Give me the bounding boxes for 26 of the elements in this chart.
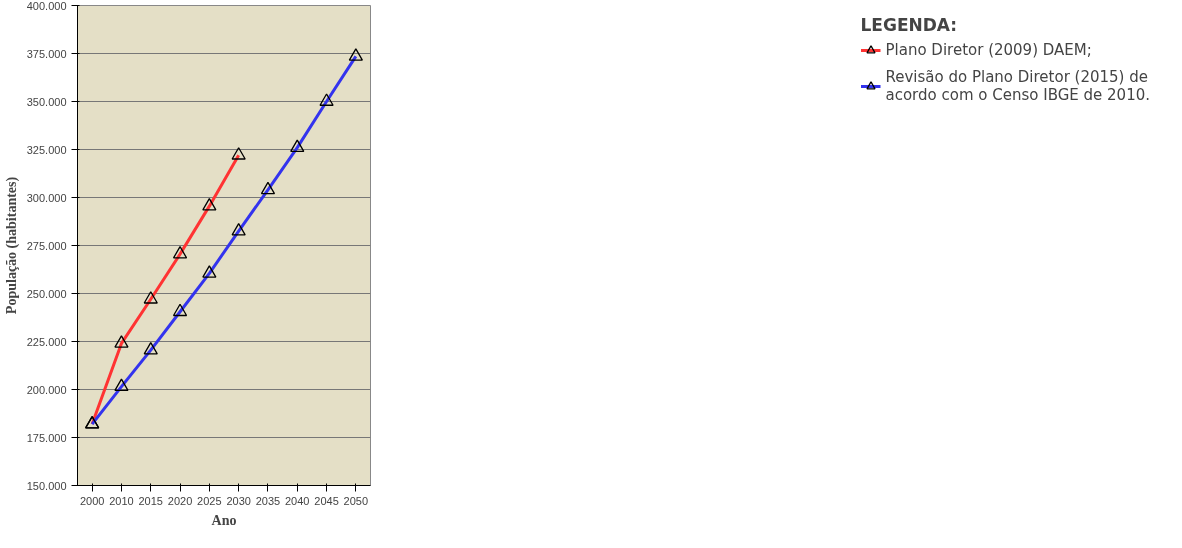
legend-label: Revisão do Plano Diretor (2015) de acordo com o Censo IBGE de 2010. <box>885 68 1150 104</box>
x-tick-label: 2020 <box>167 494 193 507</box>
x-tick-label: 2025 <box>197 494 222 507</box>
y-tick-label: 200.000 <box>26 383 67 396</box>
x-tick-label: 2045 <box>314 494 339 507</box>
y-tick-label: 400.000 <box>26 0 67 12</box>
y-tick-label: 275.000 <box>26 239 67 252</box>
legend-title: LEGENDA: <box>860 15 959 35</box>
x-tick-label: 2040 <box>285 494 310 507</box>
x-tick-label: 2010 <box>109 494 134 507</box>
x-tick-label: 2030 <box>226 494 251 507</box>
y-tick-label: 225.000 <box>26 335 67 348</box>
x-tick-label: 2015 <box>138 494 163 507</box>
x-tick-label: 2050 <box>343 494 369 507</box>
y-tick-label: 150.000 <box>26 479 67 492</box>
x-axis-title: Ano <box>211 512 237 528</box>
x-tick-label: 2000 <box>79 494 105 507</box>
y-axis-title: População (habitantes) <box>3 176 20 315</box>
y-tick-label: 175.000 <box>26 431 67 444</box>
x-tick-label: 2035 <box>255 494 281 507</box>
y-tick-label: 375.000 <box>26 47 67 60</box>
legend-label: Plano Diretor (2009) DAEM; <box>885 41 1092 59</box>
y-tick-label: 325.000 <box>26 143 67 156</box>
y-tick-label: 250.000 <box>26 287 67 300</box>
y-tick-label: 300.000 <box>26 191 67 204</box>
y-tick-label: 350.000 <box>26 95 67 108</box>
